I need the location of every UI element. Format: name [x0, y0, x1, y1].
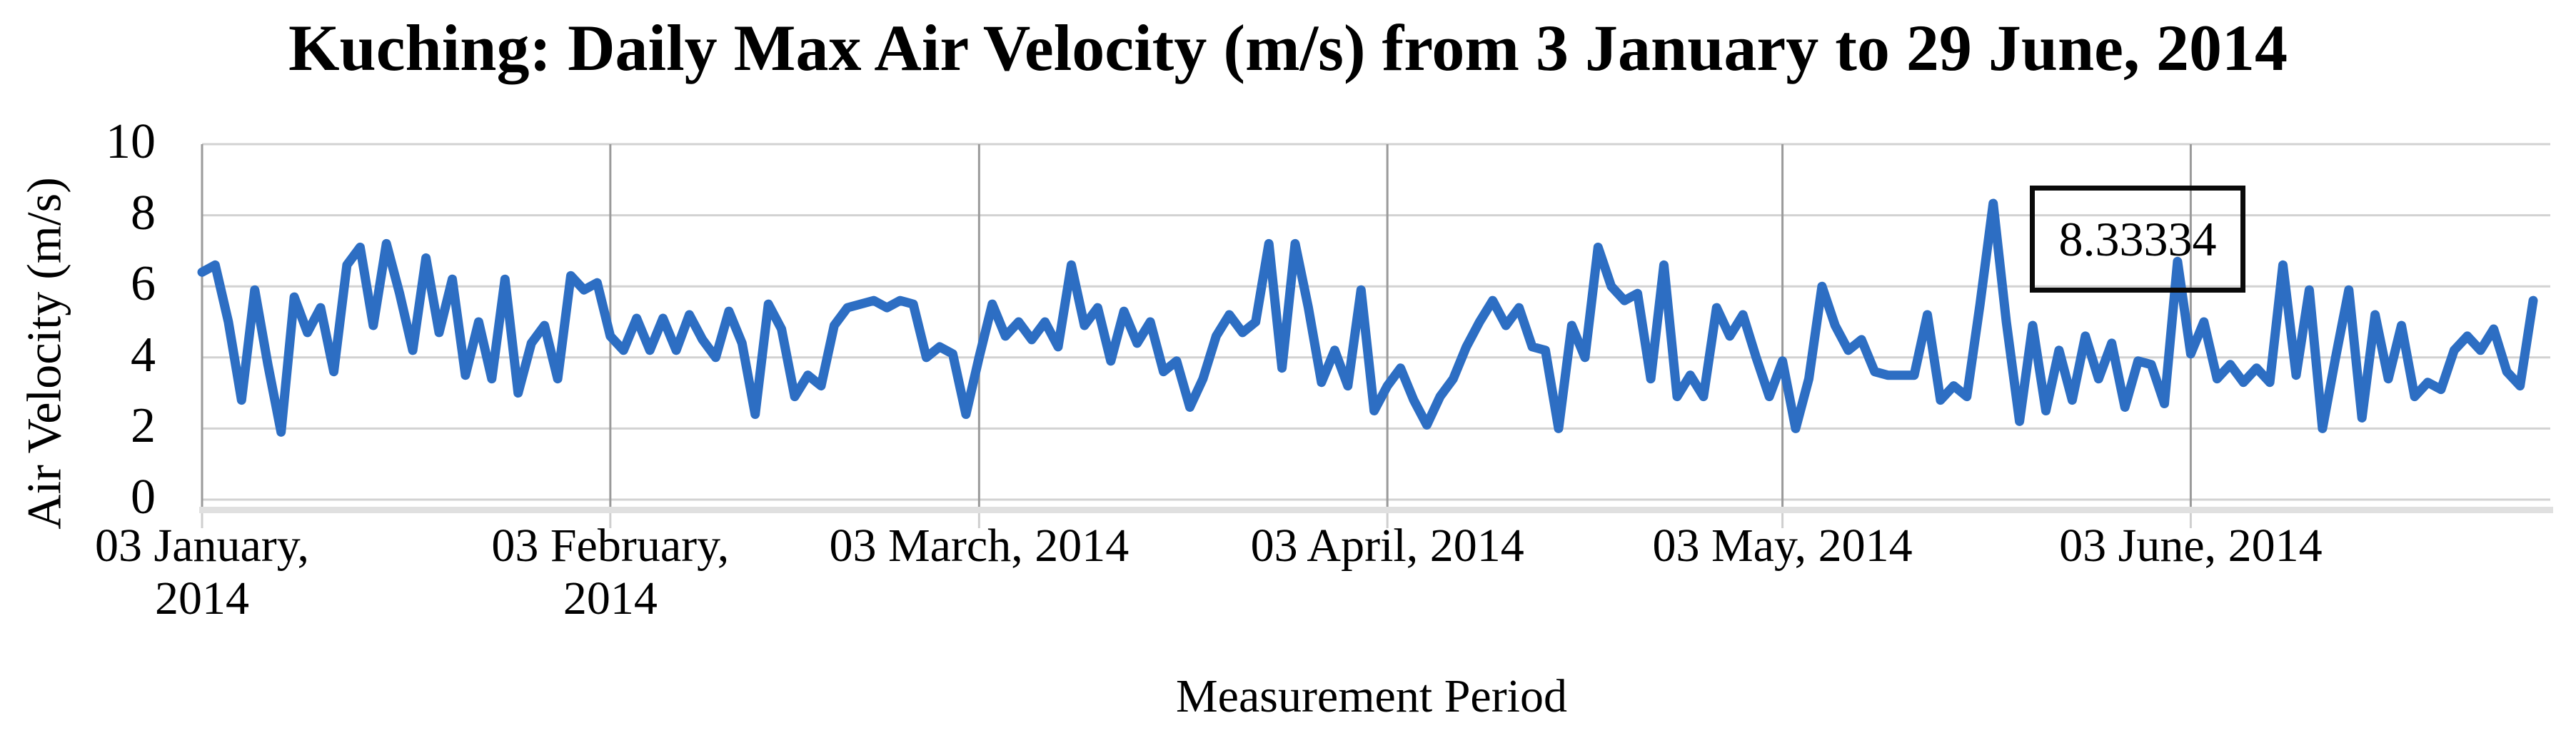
max-value-annotation: 8.33334: [2030, 186, 2245, 293]
y-tick-label: 10: [106, 114, 156, 170]
x-tick-label-line: 03 April, 2014: [1250, 520, 1524, 572]
x-tick-label-line: 03 January,: [95, 520, 309, 572]
x-axis-line: [199, 507, 2553, 513]
x-tick-label-line: 2014: [563, 572, 658, 625]
y-tick-label: 2: [131, 398, 156, 454]
y-tick-label: 4: [131, 327, 156, 383]
chart-title: Kuching: Daily Max Air Velocity (m/s) fr…: [288, 11, 2288, 84]
x-tick-label: 03 May, 2014: [1652, 520, 1912, 572]
y-tick-label: 6: [131, 256, 156, 312]
x-tick-label-line: 2014: [155, 572, 249, 625]
x-tick-label-line: 03 February,: [491, 520, 730, 572]
x-tick-label: 03 April, 2014: [1251, 520, 1524, 572]
x-axis-title: Measurement Period: [1175, 670, 1568, 722]
x-tick-label-line: 03 June, 2014: [2059, 520, 2323, 572]
x-tick-label: 03 February, 2014: [491, 520, 729, 625]
y-tick-label: 8: [131, 185, 156, 241]
x-tick-label-line: 03 March, 2014: [829, 520, 1129, 572]
x-tick-label: 03 January, 2014: [95, 520, 309, 625]
x-tick-label-line: 03 May, 2014: [1652, 520, 1913, 572]
x-tick-label: 03 June, 2014: [2059, 520, 2322, 572]
max-value-annotation-text: 8.33334: [2058, 211, 2217, 266]
y-tick-label: 0: [131, 470, 156, 525]
air-velocity-line-series: [197, 198, 2538, 437]
x-tick-label: 03 March, 2014: [829, 520, 1129, 572]
